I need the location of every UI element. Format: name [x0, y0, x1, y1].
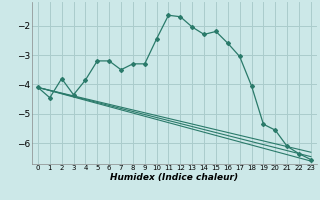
X-axis label: Humidex (Indice chaleur): Humidex (Indice chaleur)	[110, 173, 238, 182]
